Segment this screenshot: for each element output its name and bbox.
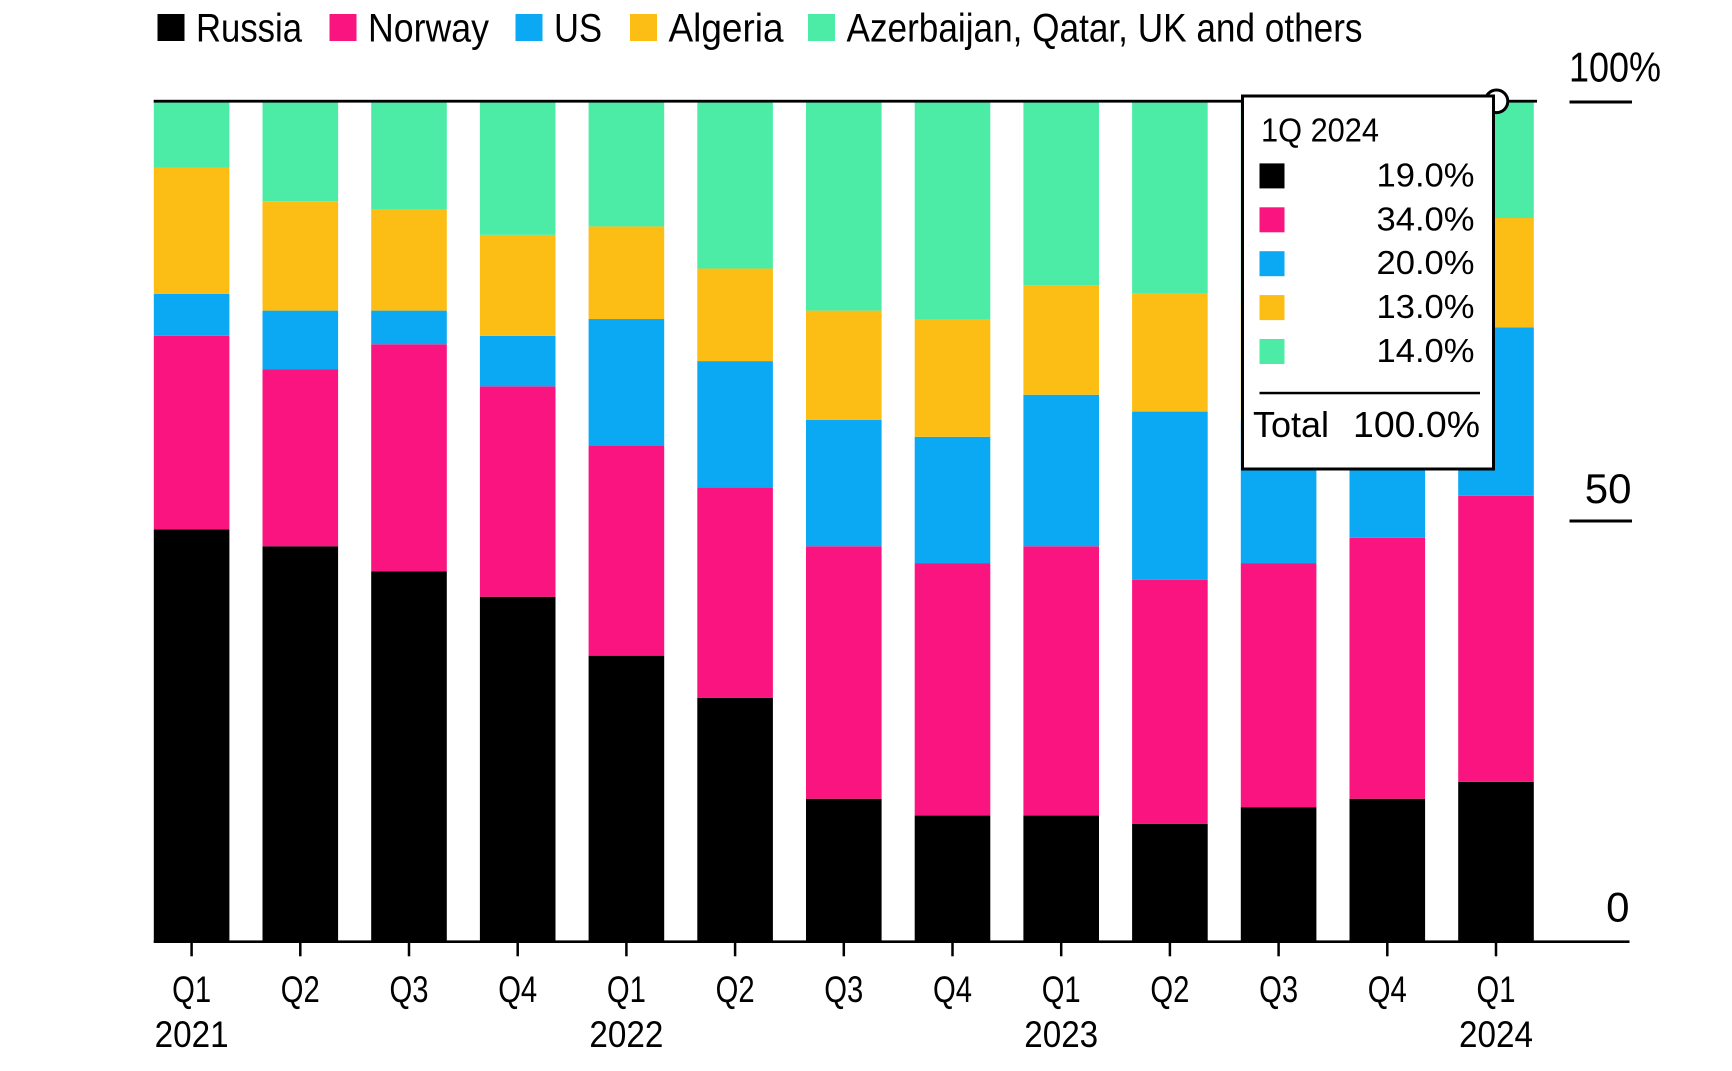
svg-text:Q1: Q1 [1042, 969, 1081, 1010]
svg-text:Q2: Q2 [1150, 969, 1189, 1010]
svg-text:Total: Total [1253, 404, 1329, 445]
svg-text:Q4: Q4 [498, 969, 537, 1010]
svg-text:Q1: Q1 [1477, 969, 1516, 1010]
svg-text:Q1: Q1 [607, 969, 646, 1010]
svg-text:Q2: Q2 [716, 969, 755, 1010]
svg-text:Q1: Q1 [172, 969, 211, 1010]
svg-text:20.0%: 20.0% [1377, 244, 1475, 281]
svg-text:2021: 2021 [155, 1014, 229, 1055]
svg-text:2024: 2024 [1459, 1014, 1533, 1055]
svg-text:1Q 2024: 1Q 2024 [1261, 112, 1379, 149]
svg-text:Algeria: Algeria [669, 7, 785, 51]
svg-text:Q3: Q3 [1259, 969, 1298, 1010]
svg-text:0: 0 [1606, 884, 1629, 931]
svg-text:2022: 2022 [589, 1014, 663, 1055]
svg-text:19.0%: 19.0% [1377, 156, 1475, 193]
svg-text:50: 50 [1585, 465, 1632, 512]
svg-text:Russia: Russia [196, 7, 303, 51]
svg-text:Norway: Norway [368, 7, 489, 51]
svg-text:US: US [554, 7, 602, 51]
svg-text:14.0%: 14.0% [1377, 332, 1475, 369]
svg-text:Q4: Q4 [933, 969, 972, 1010]
svg-text:Q3: Q3 [390, 969, 429, 1010]
svg-text:34.0%: 34.0% [1377, 200, 1475, 237]
svg-text:Q3: Q3 [824, 969, 863, 1010]
svg-text:100%: 100% [1569, 44, 1661, 91]
svg-text:2023: 2023 [1024, 1014, 1098, 1055]
svg-text:Azerbaijan, Qatar, UK and othe: Azerbaijan, Qatar, UK and others [847, 7, 1363, 51]
svg-text:Q2: Q2 [281, 969, 320, 1010]
svg-text:13.0%: 13.0% [1377, 288, 1475, 325]
svg-text:100.0%: 100.0% [1353, 404, 1480, 445]
svg-text:Q4: Q4 [1368, 969, 1407, 1010]
